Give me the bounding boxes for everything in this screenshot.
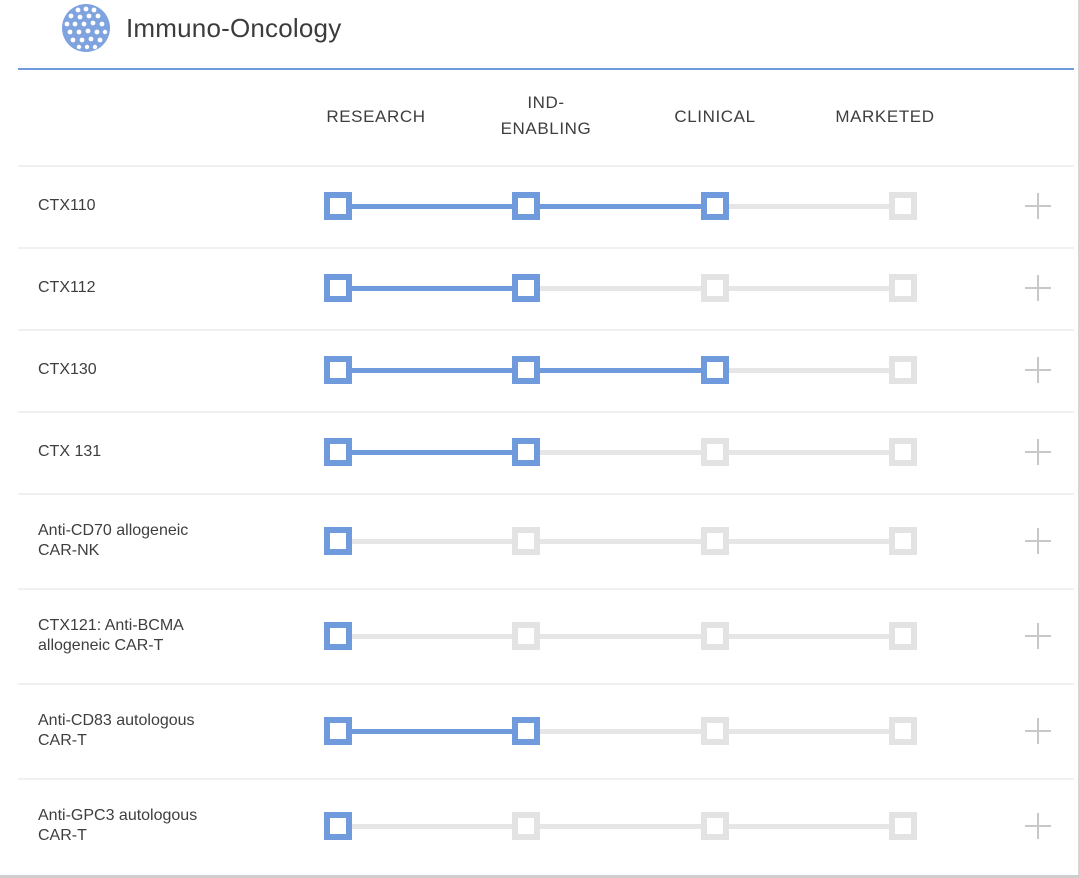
stage-node — [701, 438, 729, 466]
progress-line-active — [338, 729, 526, 734]
stage-node — [512, 717, 540, 745]
program-row: CTX112 — [18, 247, 1074, 329]
progress-line-active — [338, 286, 526, 291]
stage-clinical: CLINICAL — [674, 107, 756, 126]
program-name: Anti-CD70 allogeneic CAR-NK — [38, 522, 189, 559]
stage-node — [701, 622, 729, 650]
stage-ind-enabling: IND- ENABLING — [500, 93, 592, 138]
cell-cluster-icon — [62, 4, 110, 52]
stage-node — [512, 622, 540, 650]
program-row: CTX110 — [18, 165, 1074, 247]
stage-research: RESEARCH — [326, 107, 426, 126]
plus-icon[interactable] — [1021, 619, 1055, 653]
program-row: Anti-CD83 autologous CAR-T — [18, 683, 1074, 778]
plus-icon[interactable] — [1021, 271, 1055, 305]
stage-node — [701, 274, 729, 302]
stage-node — [324, 622, 352, 650]
progress-line-active — [338, 368, 715, 373]
stage-node — [324, 192, 352, 220]
progress-line-inactive — [338, 539, 903, 544]
program-name: CTX110 — [38, 197, 96, 214]
program-row: CTX130 — [18, 329, 1074, 411]
stage-node — [324, 274, 352, 302]
program-name: CTX 131 — [38, 443, 102, 460]
program-name: Anti-GPC3 autologous CAR-T — [38, 807, 198, 844]
stage-node — [889, 438, 917, 466]
plus-icon[interactable] — [1021, 809, 1055, 843]
plus-icon[interactable] — [1021, 524, 1055, 558]
stage-node — [889, 356, 917, 384]
stage-node — [701, 812, 729, 840]
stage-node — [324, 527, 352, 555]
program-name: CTX112 — [38, 279, 96, 296]
program-row: CTX121: Anti-BCMA allogeneic CAR-T — [18, 588, 1074, 683]
progress-line-active — [338, 450, 526, 455]
progress-line-inactive — [338, 450, 903, 455]
plus-icon[interactable] — [1021, 435, 1055, 469]
program-row: Anti-CD70 allogeneic CAR-NK — [18, 493, 1074, 588]
progress-line-inactive — [338, 634, 903, 639]
stage-node — [889, 274, 917, 302]
program-name: Anti-CD83 autologous CAR-T — [38, 712, 195, 749]
stage-node — [324, 356, 352, 384]
stage-node — [889, 527, 917, 555]
plus-icon[interactable] — [1021, 353, 1055, 387]
stage-node — [324, 717, 352, 745]
stage-node — [324, 438, 352, 466]
stage-marketed: MARKETED — [835, 107, 935, 126]
progress-line-inactive — [338, 204, 903, 209]
progress-line-inactive — [338, 368, 903, 373]
stage-node — [701, 356, 729, 384]
program-name: CTX130 — [38, 361, 97, 378]
stage-node — [701, 192, 729, 220]
progress-line-active — [338, 204, 715, 209]
stage-node — [701, 717, 729, 745]
program-name: CTX121: Anti-BCMA allogeneic CAR-T — [38, 617, 184, 654]
program-row: Anti-GPC3 autologous CAR-T — [18, 778, 1074, 873]
stage-node — [512, 356, 540, 384]
stage-node — [889, 717, 917, 745]
stage-node — [512, 438, 540, 466]
progress-line-inactive — [338, 729, 903, 734]
progress-line-inactive — [338, 286, 903, 291]
progress-line-inactive — [338, 824, 903, 829]
section-header: Immuno-Oncology — [60, 2, 341, 54]
stage-node — [889, 622, 917, 650]
stage-node — [512, 274, 540, 302]
stage-node — [889, 812, 917, 840]
stage-node — [701, 527, 729, 555]
stage-node — [512, 192, 540, 220]
page-title: Immuno-Oncology — [126, 12, 342, 43]
stage-node — [512, 527, 540, 555]
stage-node — [889, 192, 917, 220]
plus-icon[interactable] — [1021, 714, 1055, 748]
stage-node — [512, 812, 540, 840]
program-row: CTX 131 — [18, 411, 1074, 493]
plus-icon[interactable] — [1021, 189, 1055, 223]
stage-node — [324, 812, 352, 840]
panel-edge — [0, 875, 1080, 878]
panel-edge — [1078, 0, 1080, 878]
header-divider — [18, 68, 1074, 70]
